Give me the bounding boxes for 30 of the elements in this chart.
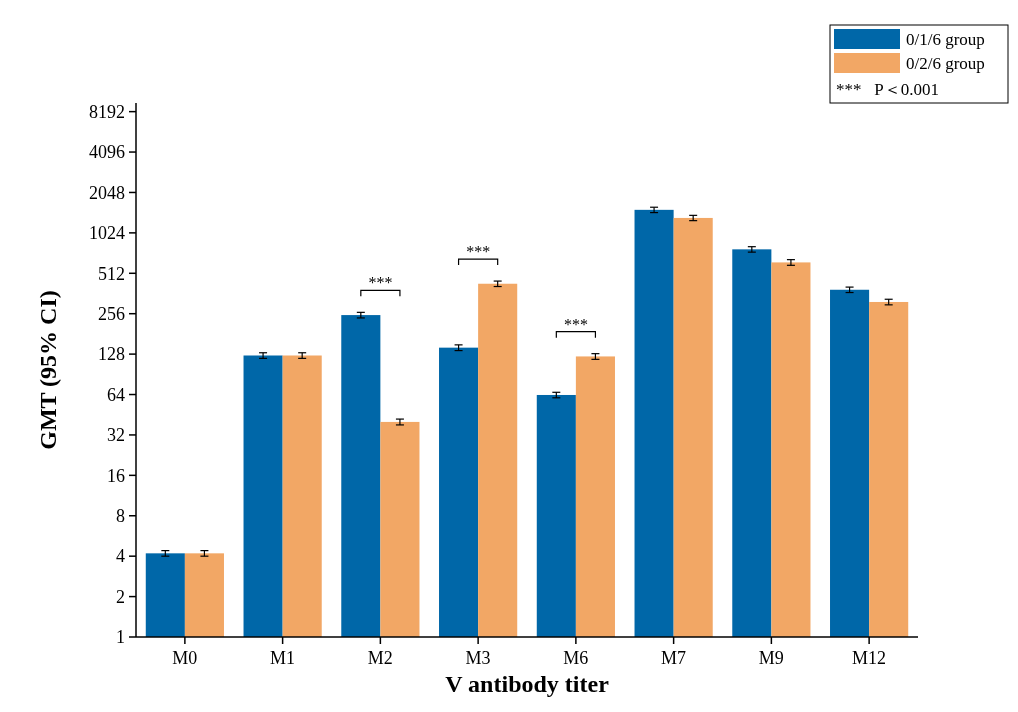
x-tick-label: M2 bbox=[367, 648, 393, 668]
y-axis-title: GMT (95% CI) bbox=[35, 290, 61, 450]
y-tick-label: 8192 bbox=[89, 101, 125, 122]
y-tick-label: 64 bbox=[107, 384, 125, 405]
y-tick-label: 32 bbox=[107, 425, 125, 446]
y-tick-label: 4096 bbox=[89, 142, 125, 163]
x-tick-label: M7 bbox=[661, 648, 687, 668]
legend-label: 0/1/6 group bbox=[906, 29, 985, 49]
y-tick-label: 16 bbox=[107, 465, 125, 486]
y-tick-label: 2 bbox=[116, 586, 125, 607]
y-tick-label: 128 bbox=[98, 344, 125, 365]
y-tick-label: 8 bbox=[116, 506, 125, 527]
y-tick-label: 512 bbox=[98, 263, 125, 284]
x-axis-title: V antibody titer bbox=[445, 671, 610, 697]
y-tick-label: 1024 bbox=[89, 223, 125, 244]
annotation: *** bbox=[466, 243, 491, 261]
x-tick-label: M6 bbox=[563, 648, 589, 668]
text: *** P＜0.001 bbox=[836, 79, 939, 99]
y-tick-label: 1 bbox=[116, 627, 125, 648]
annotation: *** bbox=[563, 315, 588, 333]
x-tick-label: M3 bbox=[465, 648, 491, 668]
y-tick-label: 256 bbox=[98, 304, 125, 324]
x-tick-label: M9 bbox=[758, 648, 784, 668]
y-tick-label: 2048 bbox=[89, 182, 125, 203]
x-tick-label: M12 bbox=[852, 648, 887, 668]
annotation: *** bbox=[368, 274, 393, 292]
x-tick-label: M0 bbox=[172, 648, 198, 668]
legend-label: 0/2/6 group bbox=[906, 53, 985, 73]
x-tick-label: M1 bbox=[270, 648, 296, 668]
y-tick-label: 4 bbox=[116, 546, 125, 567]
